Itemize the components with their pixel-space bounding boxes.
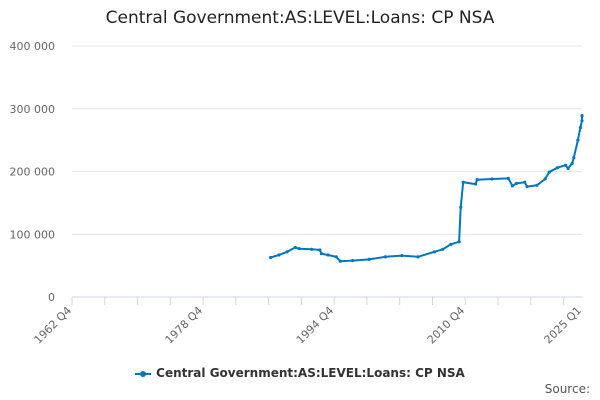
data-point <box>459 205 463 209</box>
data-point <box>580 114 584 118</box>
y-tick-label: 300 000 <box>10 103 56 116</box>
data-point <box>318 248 322 252</box>
chart-title: Central Government:AS:LEVEL:Loans: CP NS… <box>105 8 495 28</box>
data-point <box>523 180 527 184</box>
data-point <box>277 253 281 257</box>
data-point <box>572 156 576 160</box>
data-point <box>293 245 297 250</box>
y-tick-label: 200 000 <box>10 166 56 179</box>
legend-label: Central Government:AS:LEVEL:Loans: CP NS… <box>156 366 465 380</box>
data-point <box>285 250 289 254</box>
data-point <box>367 257 371 261</box>
data-point <box>473 182 478 186</box>
series-line <box>270 115 583 263</box>
data-point <box>547 170 551 174</box>
y-tick-label: 0 <box>48 291 55 304</box>
legend-item[interactable]: Central Government:AS:LEVEL:Loans: CP NS… <box>0 366 600 380</box>
data-point <box>566 166 570 170</box>
x-tick-label: 2025 Q1 <box>542 304 585 347</box>
data-point <box>416 255 420 259</box>
data-point <box>514 181 519 186</box>
data-point <box>297 247 301 251</box>
data-point <box>334 255 338 259</box>
y-tick-label: 400 000 <box>10 40 56 53</box>
y-tick-label: 100 000 <box>10 228 56 241</box>
data-point <box>269 255 273 260</box>
data-point <box>580 119 584 123</box>
data-point <box>576 138 580 142</box>
data-point <box>475 178 479 182</box>
data-point <box>535 183 539 187</box>
data-point <box>490 177 494 181</box>
data-point <box>400 253 404 258</box>
x-tick-label: 1994 Q4 <box>294 304 337 347</box>
x-tick-label: 1962 Q4 <box>32 304 75 347</box>
data-point <box>310 247 314 251</box>
data-point <box>525 184 529 189</box>
data-point <box>449 242 453 246</box>
data-point <box>555 166 560 170</box>
data-point <box>441 247 445 251</box>
data-point <box>543 177 547 181</box>
data-point <box>432 250 437 254</box>
data-point <box>457 240 461 244</box>
data-point <box>506 176 510 181</box>
data-point <box>319 252 324 256</box>
source-label: Source: <box>544 382 590 396</box>
data-point <box>564 163 568 167</box>
data-point <box>461 180 465 184</box>
x-tick-label: 2010 Q4 <box>425 304 468 347</box>
data-point <box>510 184 514 188</box>
data-point <box>326 253 330 257</box>
x-tick-label: 1978 Q4 <box>163 304 206 347</box>
data-point <box>383 255 387 259</box>
data-point <box>570 161 574 165</box>
data-point <box>578 125 582 130</box>
data-point <box>338 259 342 263</box>
legend-swatch <box>135 370 152 377</box>
data-point <box>351 259 355 263</box>
